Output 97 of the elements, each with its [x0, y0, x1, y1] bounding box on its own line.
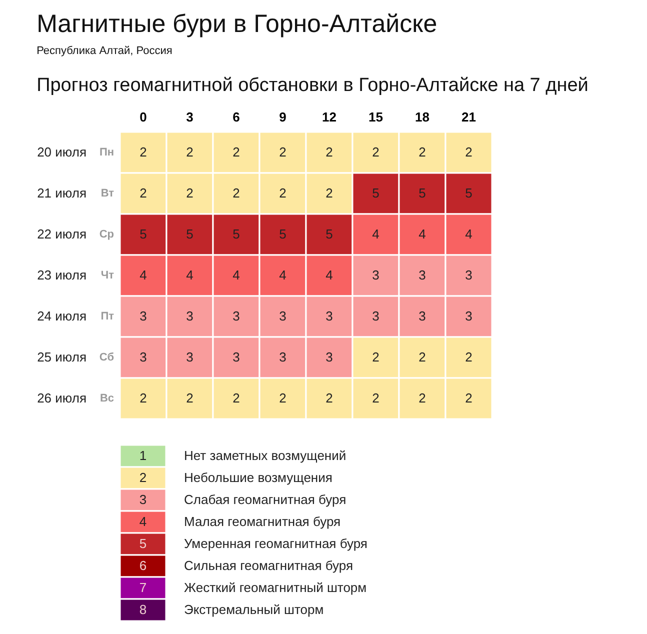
- y2-tick-label: Пн: [99, 146, 114, 158]
- data-label: 3: [140, 350, 147, 364]
- data-label: 5: [232, 226, 240, 242]
- y2-tick-label: Вс: [100, 392, 114, 404]
- x-tick-label: 15: [368, 110, 383, 124]
- data-label: 2: [232, 186, 240, 200]
- color-bar-label: 6: [139, 558, 147, 573]
- y2-tick-label: Пт: [100, 310, 115, 322]
- data-label: 2: [372, 390, 380, 406]
- data-label: 2: [279, 186, 286, 200]
- x-tick-label: 6: [232, 110, 240, 124]
- text: Небольшие возмущения: [184, 470, 332, 485]
- x-tick-label: 21: [462, 110, 476, 124]
- color-bar-label: 7: [139, 580, 147, 595]
- data-label: 2: [418, 144, 426, 160]
- data-label: 2: [279, 390, 286, 406]
- x-tick-label: 3: [186, 110, 194, 124]
- data-label: 2: [465, 350, 472, 364]
- color-bar-label: 2: [139, 470, 147, 485]
- data-label: 3: [279, 350, 286, 364]
- data-label: 4: [279, 268, 286, 282]
- y2-tick-label: Сб: [99, 352, 114, 364]
- data-label: 2: [140, 186, 147, 200]
- data-label: 4: [465, 226, 472, 242]
- data-label: 3: [326, 350, 333, 364]
- y-tick-label: 20 июля: [37, 144, 86, 160]
- x-tick-label: 9: [279, 110, 286, 124]
- data-label: 4: [232, 268, 240, 282]
- y-tick-label: 21 июля: [37, 186, 86, 200]
- text: Нет заметных возмущений: [184, 448, 346, 463]
- x-tick-label: 0: [140, 110, 147, 124]
- color-bar-label: 3: [139, 492, 147, 507]
- color-bar-label: 5: [139, 536, 147, 551]
- data-label: 3: [279, 308, 286, 324]
- data-label: 2: [418, 350, 426, 364]
- data-label: 3: [372, 308, 380, 324]
- text: Прогноз геомагнитной обстановки в Горно-Алтайске на 7 дней: [36, 75, 588, 96]
- text: Сильная геомагнитная буря: [184, 558, 353, 573]
- data-label: 3: [372, 268, 380, 282]
- y2-tick-label: Чт: [100, 270, 115, 282]
- data-label: 2: [232, 390, 240, 406]
- text: Слабая геомагнитная буря: [184, 492, 346, 507]
- data-label: 3: [465, 268, 472, 282]
- data-label: 2: [186, 390, 194, 406]
- data-label: 3: [232, 350, 240, 364]
- data-label: 4: [140, 268, 147, 282]
- data-label: 2: [186, 144, 194, 160]
- data-label: 2: [140, 144, 147, 160]
- data-label: 2: [326, 390, 333, 406]
- data-label: 3: [140, 308, 147, 324]
- data-label: 5: [465, 186, 472, 200]
- data-label: 3: [232, 308, 240, 324]
- data-label: 2: [232, 144, 240, 160]
- data-label: 4: [326, 268, 333, 282]
- data-label: 4: [372, 226, 380, 242]
- y-tick-label: 24 июля: [37, 308, 86, 324]
- data-label: 3: [418, 268, 426, 282]
- data-label: 2: [372, 144, 380, 160]
- text: Малая геомагнитная буря: [184, 514, 341, 529]
- data-label: 2: [279, 144, 286, 160]
- data-label: 3: [326, 308, 333, 324]
- data-label: 5: [326, 226, 333, 242]
- y2-tick-label: Вт: [100, 188, 115, 200]
- data-label: 4: [186, 268, 194, 282]
- data-label: 2: [372, 350, 380, 364]
- data-label: 2: [326, 186, 333, 200]
- data-label: 5: [279, 226, 286, 242]
- y-tick-label: 26 июля: [37, 390, 86, 406]
- data-label: 3: [186, 350, 194, 364]
- text: Умеренная геомагнитная буря: [184, 536, 368, 551]
- data-label: 5: [186, 226, 194, 242]
- text: Жесткий геомагнитный шторм: [184, 580, 367, 595]
- data-label: 2: [140, 390, 147, 406]
- x-tick-label: 18: [415, 110, 430, 124]
- color-bar-label: 4: [139, 514, 147, 529]
- data-label: 5: [140, 226, 147, 242]
- chart-title: Магнитные бури в Горно-Алтайске: [36, 10, 438, 38]
- data-label: 3: [465, 308, 472, 324]
- data-label: 2: [465, 390, 472, 406]
- x-tick-label: 12: [322, 110, 336, 124]
- y-tick-label: 22 июля: [37, 226, 86, 242]
- data-label: 3: [186, 308, 194, 324]
- data-label: 3: [418, 308, 426, 324]
- data-label: 5: [418, 186, 426, 200]
- data-label: 2: [326, 144, 333, 160]
- y2-tick-label: Ср: [99, 228, 114, 240]
- data-label: 2: [465, 144, 472, 160]
- text: Экстремальный шторм: [184, 602, 324, 617]
- color-bar-label: 8: [139, 602, 147, 617]
- y-tick-label: 23 июля: [37, 268, 86, 282]
- chart-subtitle: Республика Алтай, Россия: [36, 45, 172, 57]
- data-label: 2: [186, 186, 194, 200]
- data-label: 2: [418, 390, 426, 406]
- data-label: 5: [372, 186, 380, 200]
- color-bar-label: 1: [139, 448, 147, 463]
- y-tick-label: 25 июля: [37, 350, 86, 364]
- data-label: 4: [418, 226, 426, 242]
